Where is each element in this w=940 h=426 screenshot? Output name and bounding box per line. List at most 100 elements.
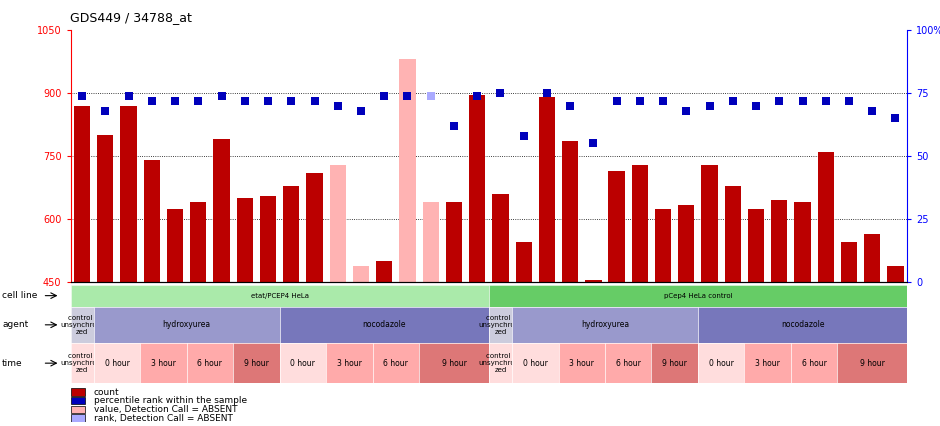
- Bar: [794, 202, 810, 282]
- Text: time: time: [2, 359, 23, 368]
- Point: [888, 115, 903, 122]
- Bar: [97, 135, 114, 282]
- Bar: [70, 397, 85, 404]
- Point: [841, 97, 856, 104]
- Text: 9 hour: 9 hour: [442, 359, 466, 368]
- Text: GDS449 / 34788_at: GDS449 / 34788_at: [70, 11, 193, 24]
- Bar: [167, 209, 183, 282]
- Bar: [400, 59, 415, 282]
- Point: [167, 97, 182, 104]
- Text: count: count: [94, 388, 119, 397]
- Text: 6 hour: 6 hour: [616, 359, 641, 368]
- Bar: [144, 160, 160, 282]
- Text: agent: agent: [2, 320, 28, 329]
- Point: [702, 102, 717, 109]
- Text: value, Detection Call = ABSENT: value, Detection Call = ABSENT: [94, 405, 237, 414]
- Text: hydroxyurea: hydroxyurea: [581, 320, 629, 329]
- Bar: [237, 198, 253, 282]
- Bar: [539, 97, 555, 282]
- Text: 9 hour: 9 hour: [244, 359, 269, 368]
- Text: rank, Detection Call = ABSENT: rank, Detection Call = ABSENT: [94, 414, 232, 423]
- Text: 3 hour: 3 hour: [755, 359, 780, 368]
- Bar: [493, 194, 509, 282]
- Bar: [190, 202, 207, 282]
- Text: control -
unsynchroni
zed: control - unsynchroni zed: [60, 315, 103, 335]
- Point: [74, 92, 89, 99]
- Bar: [701, 164, 718, 282]
- Bar: [608, 171, 625, 282]
- Point: [655, 97, 670, 104]
- Text: etat/PCEP4 HeLa: etat/PCEP4 HeLa: [251, 293, 308, 299]
- Bar: [586, 280, 602, 282]
- Point: [284, 97, 299, 104]
- Point: [516, 132, 531, 139]
- Text: control -
unsynchroni
zed: control - unsynchroni zed: [478, 353, 522, 373]
- Bar: [376, 262, 392, 282]
- Point: [795, 97, 810, 104]
- Point: [237, 97, 252, 104]
- Point: [563, 102, 578, 109]
- Point: [772, 97, 787, 104]
- Bar: [678, 204, 695, 282]
- Bar: [469, 95, 485, 282]
- Point: [633, 97, 648, 104]
- Bar: [330, 164, 346, 282]
- Bar: [562, 141, 578, 282]
- Point: [609, 97, 624, 104]
- Text: percentile rank within the sample: percentile rank within the sample: [94, 396, 247, 405]
- Bar: [283, 186, 300, 282]
- Text: control -
unsynchroni
zed: control - unsynchroni zed: [478, 315, 522, 335]
- Point: [121, 92, 136, 99]
- Bar: [70, 406, 85, 413]
- Bar: [259, 196, 276, 282]
- Text: control -
unsynchroni
zed: control - unsynchroni zed: [60, 353, 103, 373]
- Text: 3 hour: 3 hour: [570, 359, 594, 368]
- Text: 0 hour: 0 hour: [709, 359, 733, 368]
- Bar: [887, 265, 903, 282]
- Text: pCep4 HeLa control: pCep4 HeLa control: [664, 293, 732, 299]
- Text: 9 hour: 9 hour: [860, 359, 885, 368]
- Point: [679, 107, 694, 114]
- Point: [307, 97, 322, 104]
- Text: 3 hour: 3 hour: [151, 359, 176, 368]
- Point: [470, 92, 485, 99]
- Text: cell line: cell line: [2, 291, 38, 300]
- Bar: [655, 209, 671, 282]
- Bar: [446, 202, 462, 282]
- Bar: [306, 173, 322, 282]
- Text: 6 hour: 6 hour: [802, 359, 826, 368]
- Point: [423, 92, 438, 99]
- Text: 6 hour: 6 hour: [384, 359, 408, 368]
- Point: [726, 97, 741, 104]
- Bar: [70, 414, 85, 422]
- Point: [400, 92, 415, 99]
- Bar: [352, 265, 369, 282]
- Point: [353, 107, 368, 114]
- Point: [748, 102, 763, 109]
- Point: [330, 102, 345, 109]
- Point: [145, 97, 160, 104]
- Point: [214, 92, 229, 99]
- Text: 0 hour: 0 hour: [523, 359, 548, 368]
- Text: 9 hour: 9 hour: [663, 359, 687, 368]
- Text: nocodazole: nocodazole: [781, 320, 824, 329]
- Point: [540, 89, 555, 96]
- Point: [260, 97, 275, 104]
- Text: 3 hour: 3 hour: [337, 359, 362, 368]
- Bar: [70, 389, 85, 396]
- Bar: [748, 209, 764, 282]
- Point: [493, 89, 508, 96]
- Point: [98, 107, 113, 114]
- Bar: [841, 242, 857, 282]
- Bar: [632, 164, 648, 282]
- Point: [191, 97, 206, 104]
- Bar: [74, 106, 90, 282]
- Point: [377, 92, 392, 99]
- Text: 6 hour: 6 hour: [197, 359, 223, 368]
- Bar: [725, 186, 741, 282]
- Point: [586, 140, 601, 147]
- Bar: [213, 139, 229, 282]
- Point: [818, 97, 833, 104]
- Bar: [864, 234, 881, 282]
- Bar: [515, 242, 532, 282]
